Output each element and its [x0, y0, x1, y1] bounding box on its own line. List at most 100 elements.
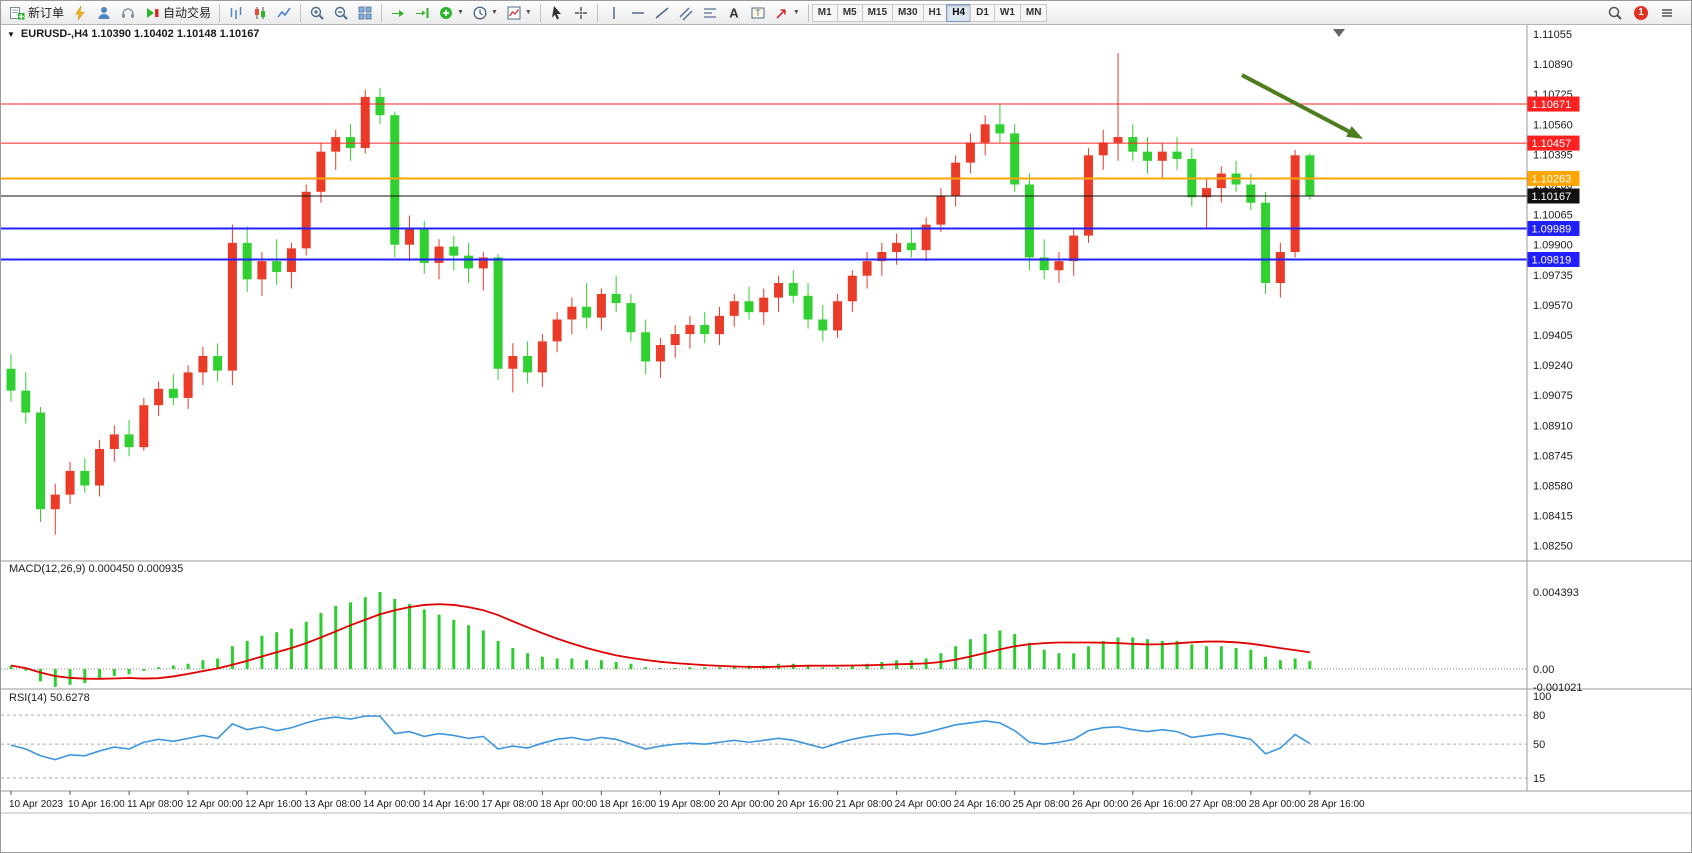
tf-w1[interactable]: W1: [993, 3, 1021, 22]
candle: [405, 228, 415, 245]
candle: [345, 137, 355, 149]
trend-arrow-annotation[interactable]: [1241, 73, 1356, 136]
periods-button[interactable]: ▼: [468, 2, 502, 24]
time-axis-label: 21 Apr 08:00: [836, 799, 893, 810]
candle: [449, 246, 459, 256]
time-axis-label: 14 Apr 00:00: [363, 799, 420, 810]
price-scale-label: 1.08250: [1533, 541, 1573, 553]
time-axis-label: 28 Apr 00:00: [1249, 799, 1306, 810]
candlestick-chart-button[interactable]: [248, 2, 272, 24]
text-button[interactable]: A: [722, 2, 746, 24]
time-axis-label: 18 Apr 16:00: [599, 799, 656, 810]
price-scale-label: 1.10395: [1533, 149, 1573, 161]
line-chart-button[interactable]: [272, 2, 296, 24]
channel-button[interactable]: [674, 2, 698, 24]
time-axis-label: 20 Apr 00:00: [717, 799, 774, 810]
candle: [1024, 184, 1034, 258]
price-scale-label: 1.09240: [1533, 360, 1573, 372]
tf-mn-label: MN: [1025, 6, 1042, 18]
candle: [670, 334, 680, 346]
vertical-line-button[interactable]: [602, 2, 626, 24]
tile-windows-button[interactable]: [353, 2, 377, 24]
toolbar-separator: [300, 3, 302, 22]
candle: [596, 293, 606, 318]
tf-m30-label: M30: [898, 6, 918, 18]
chevron-down-icon: ▼: [524, 9, 532, 16]
fibonacci-button[interactable]: [698, 2, 722, 24]
candle: [1172, 151, 1182, 159]
candle: [434, 246, 444, 263]
tf-h1[interactable]: H1: [922, 3, 948, 22]
support-button[interactable]: [116, 2, 140, 24]
tf-w1-label: W1: [999, 6, 1015, 18]
candle: [242, 242, 252, 280]
gold-icon: [72, 5, 88, 21]
chart-shift-marker[interactable]: [1333, 29, 1345, 37]
rsi-scale-80: 80: [1533, 710, 1545, 722]
candle: [1143, 151, 1153, 161]
candle: [124, 434, 134, 448]
arrows-button[interactable]: ▼: [770, 2, 804, 24]
time-axis-label: 12 Apr 00:00: [186, 799, 243, 810]
horizontal-line-button[interactable]: [626, 2, 650, 24]
time-axis-label: 27 Apr 08:00: [1190, 799, 1247, 810]
candle: [21, 390, 31, 413]
candle: [464, 255, 474, 269]
indicators-button[interactable]: ▼: [434, 2, 468, 24]
cursor-button[interactable]: [545, 2, 569, 24]
candle: [685, 324, 695, 335]
candle: [1275, 251, 1285, 284]
candle: [582, 306, 592, 318]
tf-mn[interactable]: MN: [1019, 3, 1048, 22]
price-badge-label: 1.10167: [1532, 191, 1572, 203]
time-axis-label: 28 Apr 16:00: [1308, 799, 1365, 810]
macd-scale-min: -0.001021: [1533, 682, 1583, 694]
new-order-button[interactable]: 新订单: [5, 2, 68, 24]
zoom-out-button[interactable]: [329, 2, 353, 24]
candle: [1039, 257, 1049, 271]
candle: [744, 301, 754, 313]
symbol-dropdown-icon[interactable]: ▼: [7, 29, 15, 39]
tf-h4[interactable]: H4: [946, 3, 972, 22]
bar-chart-button[interactable]: [224, 2, 248, 24]
price-badge-label: 1.10263: [1532, 173, 1572, 185]
tf-d1[interactable]: D1: [970, 3, 995, 22]
macd-scale-max: 0.004393: [1533, 587, 1579, 599]
templates-button[interactable]: ▼: [502, 2, 536, 24]
candle: [154, 388, 164, 406]
trendline-button[interactable]: [650, 2, 674, 24]
time-axis-label: 20 Apr 16:00: [777, 799, 834, 810]
chart-shift-button[interactable]: [410, 2, 434, 24]
search-button[interactable]: [1603, 2, 1627, 24]
arrows-icon: [774, 5, 790, 21]
rsi-scale-100: 100: [1533, 691, 1551, 703]
tf-m15[interactable]: M15: [861, 3, 894, 22]
toolbar-separator: [596, 3, 598, 22]
crosshair-button[interactable]: [569, 2, 593, 24]
text-label-button[interactable]: T: [746, 2, 770, 24]
profile-button[interactable]: [92, 2, 116, 24]
candle: [1261, 202, 1271, 284]
menu-button[interactable]: [1655, 2, 1679, 24]
tf-m5[interactable]: M5: [836, 3, 863, 22]
zoom-in-button[interactable]: [305, 2, 329, 24]
candle: [847, 275, 857, 302]
candle: [316, 151, 326, 192]
gold-tool-button[interactable]: [68, 2, 92, 24]
candle: [655, 345, 665, 362]
auto-trading-button[interactable]: 自动交易: [140, 2, 215, 24]
price-badge-label: 1.09989: [1532, 223, 1572, 235]
symbol-ohlc-line: EURUSD-,H4 1.10390 1.10402 1.10148 1.101…: [20, 28, 260, 40]
price-badge: [1527, 188, 1580, 204]
time-axis-label: 25 Apr 08:00: [1013, 799, 1070, 810]
price-scale-label: 1.08745: [1533, 450, 1573, 462]
candle: [95, 449, 105, 486]
candle: [1216, 173, 1226, 189]
new-order-button-label: 新订单: [28, 6, 65, 20]
auto-scroll-button[interactable]: [386, 2, 410, 24]
notification-badge[interactable]: 1: [1634, 5, 1648, 20]
tf-m30[interactable]: M30: [892, 3, 924, 22]
tf-m1[interactable]: M1: [811, 3, 838, 22]
